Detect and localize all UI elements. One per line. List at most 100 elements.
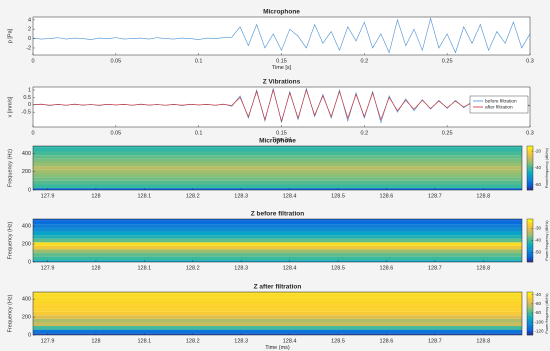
colorbar-segment	[527, 219, 533, 221]
colorbar-segment	[527, 315, 533, 318]
colorbar-label: Power/frequency (dB/Hz)	[545, 220, 549, 260]
colorbar-segment	[527, 256, 533, 258]
spectrogram-band	[33, 227, 522, 232]
spectrogram-band	[33, 238, 522, 243]
spectrogram-band	[33, 245, 522, 250]
colorbar-segment	[527, 317, 533, 320]
y-tick-label: 0.5	[23, 95, 31, 101]
x-tick-label: 0.25	[442, 58, 453, 64]
colorbar-segment	[527, 182, 533, 184]
colorbar-segment	[527, 333, 533, 336]
colorbar-segment	[527, 157, 533, 159]
spectrogram-band	[33, 326, 522, 330]
x-tick-label: 128.8	[476, 338, 490, 344]
spectrogram-band	[33, 231, 522, 236]
colorbar-segment	[527, 242, 533, 245]
spectrogram-band	[33, 235, 522, 239]
x-tick-label: 128.7	[428, 338, 442, 344]
x-tick-label: 0.15	[276, 130, 287, 136]
spectrogram-band	[33, 318, 522, 323]
y-axis-label: p [Pa]	[7, 28, 13, 43]
colorbar-segment	[527, 294, 533, 296]
x-tick-label: 128.4	[283, 193, 297, 199]
spectrogram-band	[33, 253, 522, 257]
colorbar-segment	[527, 251, 533, 253]
colorbar-segment	[527, 241, 533, 243]
y-axis-label: Frequency (Hz)	[7, 294, 13, 332]
colorbar-segment	[527, 249, 533, 251]
colorbar-segment	[527, 184, 533, 186]
x-tick-label: 127.9	[41, 338, 55, 344]
colorbar-segment	[527, 245, 533, 248]
colorbar-segment	[527, 309, 533, 311]
chart-title: Microphone	[263, 9, 300, 16]
colorbar-segment	[527, 154, 533, 157]
x-tick-label: 0	[31, 58, 34, 64]
x-tick-label: 128.6	[380, 265, 394, 271]
colorbar-segment	[527, 228, 533, 231]
x-axis-label: Time (ms)	[265, 345, 290, 351]
x-tick-label: 127.9	[41, 265, 55, 271]
x-tick-label: 128.2	[186, 265, 200, 271]
colorbar-tick-label: -50	[535, 250, 542, 255]
chart-title: Z Vibrations	[263, 79, 301, 86]
colorbar-segment	[527, 250, 533, 252]
colorbar-segment	[527, 252, 533, 254]
y-tick-label: 2	[28, 27, 31, 33]
y-tick-label: 200	[22, 315, 31, 321]
colorbar-segment	[527, 328, 533, 330]
colorbar-segment	[527, 186, 533, 189]
colorbar-segment	[527, 314, 533, 316]
colorbar-segment	[527, 176, 533, 179]
colorbar-segment	[527, 312, 533, 314]
colorbar-segment	[527, 259, 533, 262]
x-tick-label: 128.2	[186, 338, 200, 344]
colorbar-segment	[527, 258, 533, 261]
x-tick-label: 128.6	[380, 338, 394, 344]
colorbar-segment	[527, 149, 533, 151]
spectrogram-band	[33, 184, 522, 189]
chart-title: Microphone	[259, 138, 296, 145]
colorbar-segment	[527, 299, 533, 301]
colorbar-segment	[527, 225, 533, 227]
x-tick-label: 0.25	[442, 130, 453, 136]
colorbar-segment	[527, 222, 533, 224]
spectrogram-band	[33, 322, 522, 327]
colorbar-segment	[527, 293, 533, 295]
colorbar-segment	[527, 332, 533, 335]
colorbar-tick-label: -20	[535, 148, 542, 153]
colorbar-segment	[527, 296, 533, 298]
colorbar-tick-label: -60	[535, 301, 542, 306]
legend-label: before filtration	[485, 98, 517, 104]
colorbar-segment	[527, 185, 533, 187]
colorbar-segment	[527, 300, 533, 302]
colorbar-tick-label: -30	[535, 226, 542, 231]
y-axis-label: v [mm/s]	[7, 96, 13, 117]
colorbar-segment	[527, 260, 533, 263]
colorbar-segment	[527, 240, 533, 242]
colorbar-segment	[527, 155, 533, 158]
spectrogram-band	[33, 224, 522, 228]
colorbar-segment	[527, 162, 533, 164]
axes-background	[33, 17, 530, 55]
spectrogram-band	[33, 219, 522, 221]
colorbar-segment	[527, 231, 533, 234]
y-tick-label: 0	[28, 36, 31, 42]
colorbar-segment	[527, 298, 533, 300]
x-tick-label: 128	[91, 265, 100, 271]
colorbar-segment	[527, 151, 533, 153]
colorbar-segment	[527, 173, 533, 175]
colorbar-segment	[527, 224, 533, 226]
colorbar-frame	[526, 291, 534, 336]
x-tick-label: 128.3	[234, 338, 248, 344]
colorbar-label: Power/frequency (dB/Hz)	[545, 148, 549, 188]
colorbar-segment	[527, 232, 533, 235]
x-tick-label: 0.1	[195, 58, 203, 64]
colorbar-segment	[527, 248, 533, 250]
colorbar-segment	[527, 187, 533, 190]
colorbar-tick-label: -80	[535, 310, 542, 315]
spectrogram-band	[33, 260, 522, 262]
colorbar-segment	[527, 308, 533, 310]
colorbar-segment	[527, 159, 533, 161]
colorbar-segment	[527, 316, 533, 319]
